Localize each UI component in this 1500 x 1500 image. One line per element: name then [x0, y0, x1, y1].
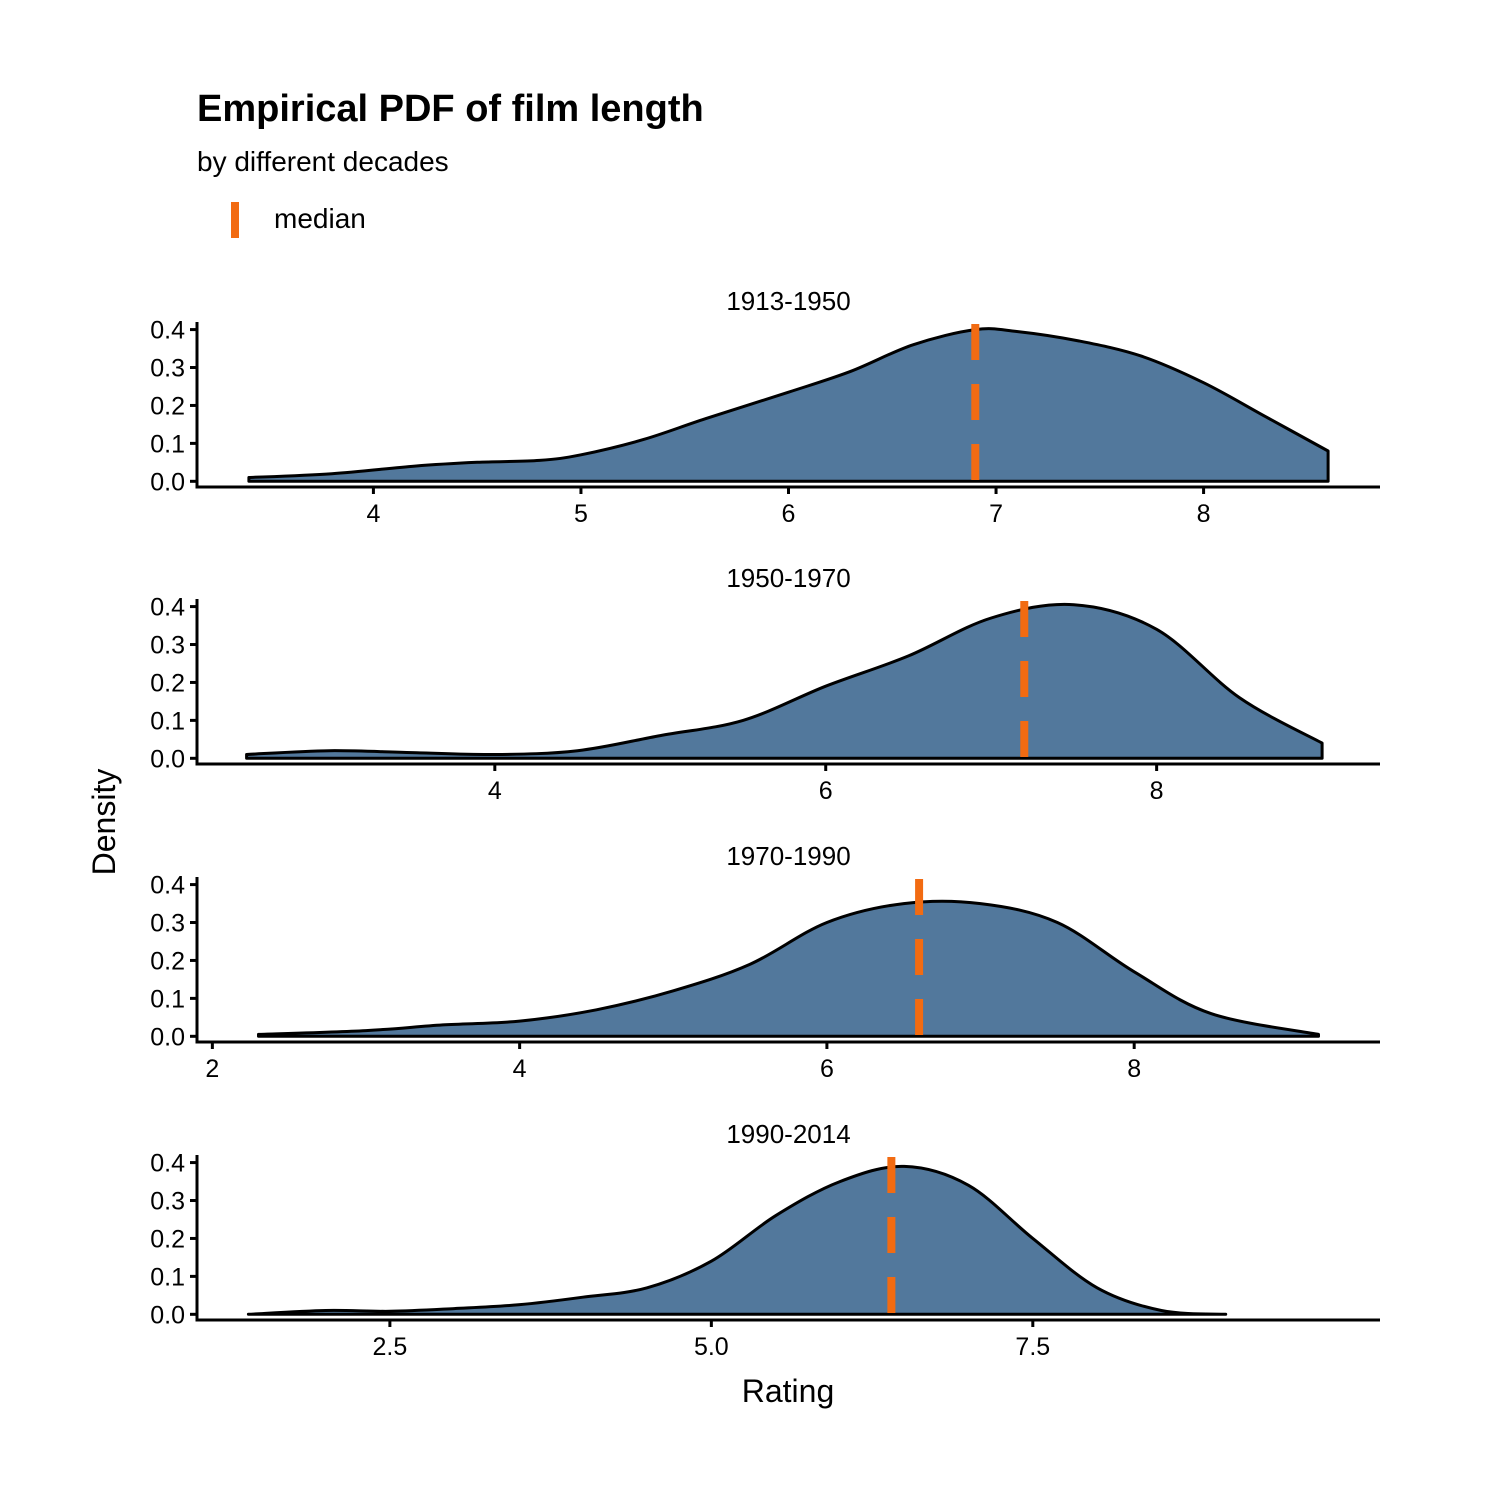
x-tick-label: 6 — [819, 777, 833, 805]
y-tick-label: 0.1 — [150, 430, 185, 458]
chart-title: Empirical PDF of film length — [197, 88, 704, 130]
x-tick-label: 5 — [574, 500, 588, 528]
density-area — [247, 327, 1330, 483]
x-tick-label: 7.5 — [1015, 1333, 1050, 1361]
y-tick-label: 0.0 — [150, 745, 185, 773]
y-tick-label: 0.0 — [150, 468, 185, 496]
facet-panel: 1950-1970 0.0 0.1 0.2 0.3 0.4 4 6 8 — [150, 563, 1380, 805]
y-tick-label: 0.4 — [150, 594, 185, 622]
x-tick-label: 2 — [205, 1055, 219, 1083]
x-tick-label: 2.5 — [372, 1333, 407, 1361]
x-tick-label: 8 — [1150, 777, 1164, 805]
y-tick-label: 0.0 — [150, 1301, 185, 1329]
chart-subtitle: by different decades — [197, 146, 449, 177]
x-tick-label: 5.0 — [694, 1333, 729, 1361]
y-tick-label: 0.4 — [150, 1150, 185, 1178]
y-tick-label: 0.0 — [150, 1023, 185, 1051]
x-tick-label: 7 — [989, 500, 1003, 528]
facet-panel: 1990-2014 0.0 0.1 0.2 0.3 0.4 2.5 5.0 7.5 — [150, 1119, 1380, 1361]
x-tick-label: 4 — [366, 500, 380, 528]
y-tick-label: 0.2 — [150, 947, 185, 975]
y-tick-label: 0.4 — [150, 872, 185, 900]
facet-panel: 1913-1950 0.0 0.1 0.2 0.3 0.4 4 5 6 7 8 — [150, 286, 1380, 528]
y-tick-label: 0.3 — [150, 910, 185, 938]
x-tick-label: 4 — [513, 1055, 527, 1083]
density-area — [257, 899, 1320, 1038]
y-tick-label: 0.1 — [150, 1263, 185, 1291]
facet-label: 1950-1970 — [726, 563, 850, 593]
y-tick-label: 0.2 — [150, 1225, 185, 1253]
density-area — [245, 602, 1324, 760]
x-axis-title: Rating — [742, 1373, 835, 1409]
y-tick-label: 0.2 — [150, 669, 185, 697]
facet-panels: 1913-1950 0.0 0.1 0.2 0.3 0.4 4 5 6 7 8 1950-1970 0.… — [150, 286, 1380, 1361]
facet-label: 1990-2014 — [726, 1119, 850, 1149]
y-tick-label: 0.4 — [150, 317, 185, 345]
x-tick-label: 4 — [488, 777, 502, 805]
facet-label: 1970-1990 — [726, 841, 850, 871]
x-tick-label: 8 — [1127, 1055, 1141, 1083]
y-tick-label: 0.3 — [150, 355, 185, 383]
x-tick-label: 6 — [782, 500, 796, 528]
facet-panel: 1970-1990 0.0 0.1 0.2 0.3 0.4 2 4 6 8 — [150, 841, 1380, 1083]
legend: median — [231, 202, 366, 238]
y-tick-label: 0.3 — [150, 1188, 185, 1216]
x-tick-label: 6 — [820, 1055, 834, 1083]
x-tick-label: 8 — [1197, 500, 1211, 528]
legend-median-label: median — [274, 203, 366, 234]
y-tick-label: 0.3 — [150, 632, 185, 660]
density-area — [246, 1164, 1228, 1316]
facet-label: 1913-1950 — [726, 286, 850, 316]
y-axis-title: Density — [86, 769, 122, 876]
y-tick-label: 0.1 — [150, 985, 185, 1013]
y-tick-label: 0.2 — [150, 392, 185, 420]
y-tick-label: 0.1 — [150, 707, 185, 735]
